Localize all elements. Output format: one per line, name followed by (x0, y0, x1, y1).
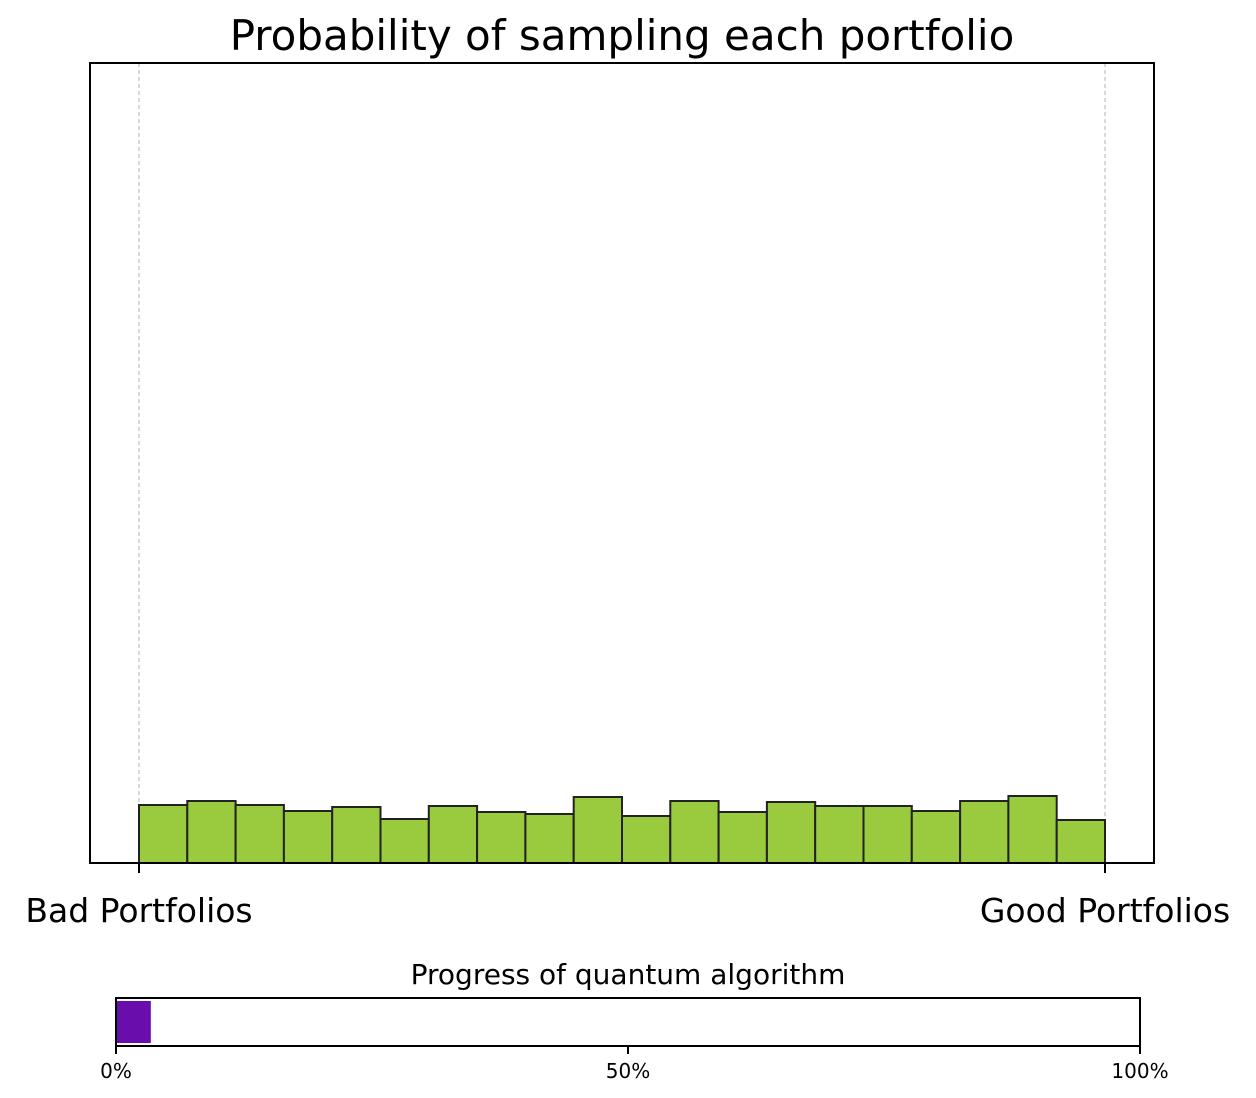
progress-tick-label: 0% (100, 1059, 132, 1083)
histogram-bar (1055, 819, 1106, 864)
histogram-bar (862, 805, 913, 864)
histogram-bar (621, 815, 672, 864)
histogram-bar (282, 810, 334, 864)
progress-fill (116, 1001, 151, 1043)
histogram-bar (669, 800, 720, 864)
progress-title: Progress of quantum algorithm (411, 958, 846, 991)
histogram-bar (717, 811, 768, 864)
histogram-plot-frame (89, 62, 1155, 864)
x-tick-label: Good Portfolios (980, 891, 1230, 930)
histogram-bar (138, 804, 189, 864)
histogram-bar (186, 800, 237, 864)
progress-frame (115, 997, 1141, 1047)
histogram-bar (910, 810, 962, 864)
histogram-title: Probability of sampling each portfolio (230, 11, 1015, 60)
histogram-bar (331, 806, 382, 864)
histogram-bar (427, 805, 479, 864)
x-tick-label: Bad Portfolios (25, 891, 252, 930)
histogram-bar (765, 801, 817, 864)
progress-tick-label: 100% (1111, 1059, 1168, 1083)
progress-tick-label: 50% (606, 1059, 650, 1083)
histogram-bar (379, 818, 430, 864)
progress-ticks: 0% 50% 100% (100, 1046, 1169, 1083)
histogram-bar (234, 804, 285, 864)
histogram-bar (476, 811, 527, 864)
histogram-bar (814, 805, 865, 864)
histogram-bar (572, 796, 624, 864)
histogram-x-ticks: Bad Portfolios Good Portfolios (25, 863, 1230, 930)
histogram-bar (524, 813, 575, 864)
histogram-bar (1007, 795, 1058, 864)
histogram-bar (959, 800, 1010, 864)
vertical-grid (138, 63, 1106, 863)
histogram-bars (138, 795, 1106, 864)
